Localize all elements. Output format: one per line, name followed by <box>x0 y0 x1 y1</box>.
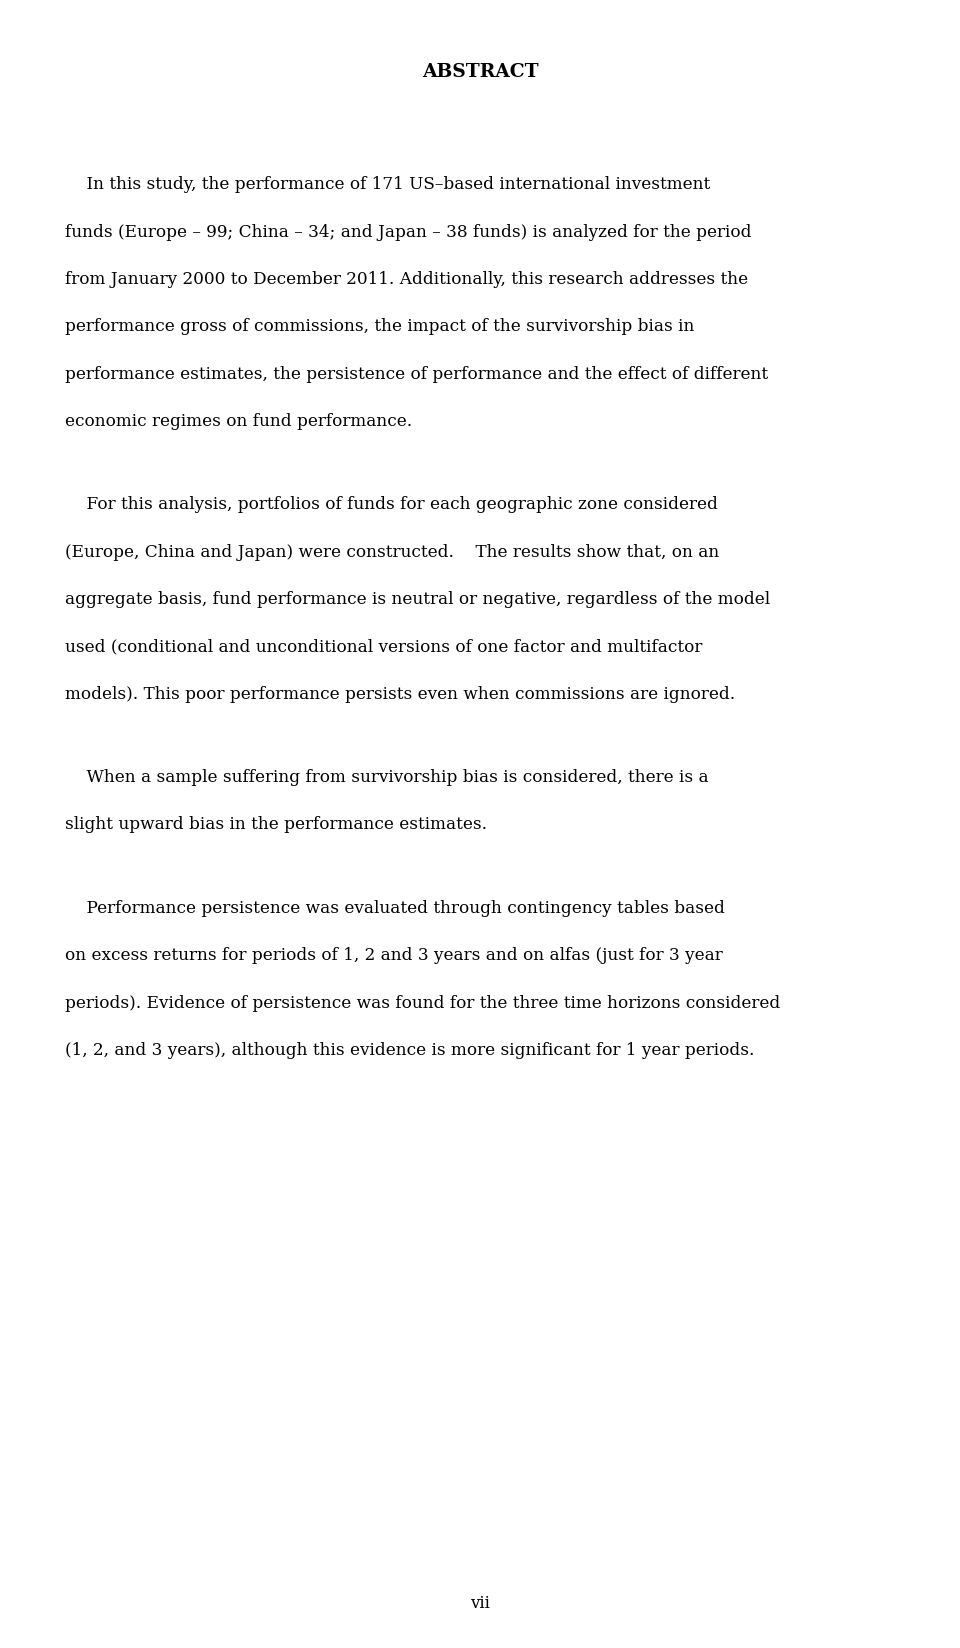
Text: used (conditional and unconditional versions of one factor and multifactor: used (conditional and unconditional vers… <box>65 638 703 656</box>
Text: aggregate basis, fund performance is neutral or negative, regardless of the mode: aggregate basis, fund performance is neu… <box>65 592 771 608</box>
Text: In this study, the performance of 171 US–based international investment: In this study, the performance of 171 US… <box>65 176 710 193</box>
Text: Performance persistence was evaluated through contingency tables based: Performance persistence was evaluated th… <box>65 900 725 916</box>
Text: from January 2000 to December 2011. Additionally, this research addresses the: from January 2000 to December 2011. Addi… <box>65 270 749 288</box>
Text: When a sample suffering from survivorship bias is considered, there is a: When a sample suffering from survivorshi… <box>65 770 708 786</box>
Text: economic regimes on fund performance.: economic regimes on fund performance. <box>65 412 413 430</box>
Text: funds (Europe – 99; China – 34; and Japan – 38 funds) is analyzed for the period: funds (Europe – 99; China – 34; and Japa… <box>65 224 752 241</box>
Text: ABSTRACT: ABSTRACT <box>421 63 539 81</box>
Text: For this analysis, portfolios of funds for each geographic zone considered: For this analysis, portfolios of funds f… <box>65 496 718 514</box>
Text: periods). Evidence of persistence was found for the three time horizons consider: periods). Evidence of persistence was fo… <box>65 994 780 1012</box>
Text: (1, 2, and 3 years), although this evidence is more significant for 1 year perio: (1, 2, and 3 years), although this evide… <box>65 1042 755 1060</box>
Text: vii: vii <box>470 1595 490 1612</box>
Text: models). This poor performance persists even when commissions are ignored.: models). This poor performance persists … <box>65 686 735 702</box>
Text: on excess returns for periods of 1, 2 and 3 years and on alfas (just for 3 year: on excess returns for periods of 1, 2 an… <box>65 948 723 964</box>
Text: (Europe, China and Japan) were constructed.    The results show that, on an: (Europe, China and Japan) were construct… <box>65 544 720 560</box>
Text: performance gross of commissions, the impact of the survivorship bias in: performance gross of commissions, the im… <box>65 318 695 335</box>
Text: performance estimates, the persistence of performance and the effect of differen: performance estimates, the persistence o… <box>65 366 768 382</box>
Text: slight upward bias in the performance estimates.: slight upward bias in the performance es… <box>65 816 488 834</box>
